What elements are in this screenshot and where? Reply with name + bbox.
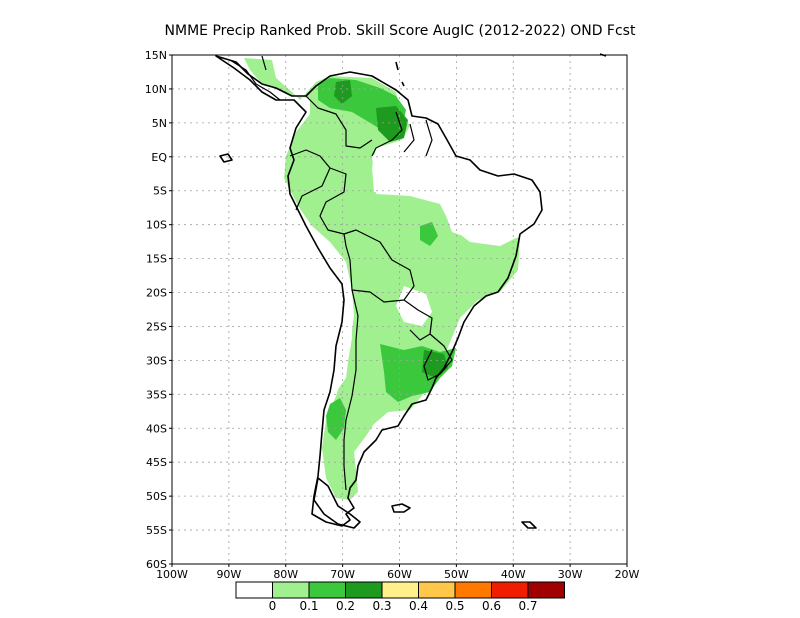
colorbar-label: 0.2 <box>336 599 355 613</box>
grid-lines <box>172 55 627 564</box>
colorbar-swatch <box>272 581 310 599</box>
latitude-tick-label: 10S <box>146 219 167 232</box>
longitude-tick-label: 70W <box>330 568 355 581</box>
longitude-tick-label: 60W <box>387 568 412 581</box>
colorbar-label: 0.1 <box>299 599 318 613</box>
colorbar-swatch <box>345 581 383 599</box>
latitude-tick-label: EQ <box>151 151 167 164</box>
peru-brazil-border <box>319 167 347 235</box>
latitude-tick-label: 10N <box>145 83 167 96</box>
colorbar-swatch <box>527 581 565 599</box>
colorbar-label: 0.3 <box>372 599 391 613</box>
plot-area <box>171 53 628 565</box>
colorbar-swatch <box>235 581 273 599</box>
venezuela-guyana-border <box>371 111 403 157</box>
latitude-tick-label: 60S <box>146 558 167 571</box>
latitude-tick-label: 25S <box>146 320 167 333</box>
paraguay-border <box>403 299 433 341</box>
longitude-tick-label: 100W <box>156 568 188 581</box>
latitude-tick-label: 35S <box>146 388 167 401</box>
latitude-tick-label: 20S <box>146 287 167 300</box>
colorbar-label: 0.6 <box>482 599 501 613</box>
longitude-tick-label: 20W <box>615 568 640 581</box>
country-borders <box>229 55 453 491</box>
caribbean-islands <box>395 53 607 87</box>
latitude-tick-label: 15N <box>145 49 167 62</box>
colorbar: 0 0.1 0.2 0.3 0.4 0.5 0.6 0.7 <box>235 581 565 613</box>
latitude-tick-label: 45S <box>146 456 167 469</box>
colorbar-label: 0.7 <box>518 599 537 613</box>
falkland-islands <box>391 503 411 513</box>
south-america-coastline <box>215 55 543 527</box>
colorbar-swatch <box>491 581 529 599</box>
skill-region-light-green <box>244 58 520 500</box>
longitude-tick-label: 90W <box>216 568 241 581</box>
no-skill-region-paraguay <box>396 286 432 326</box>
skill-region-dark-green-guiana <box>376 106 408 142</box>
colorbar-label: 0.5 <box>445 599 464 613</box>
latitude-tick-label: 40S <box>146 422 167 435</box>
colorbar-swatch <box>454 581 492 599</box>
longitude-axis-labels: 100W 90W 80W 70W 60W 50W 40W 30W 20W <box>156 564 640 581</box>
skill-shading-layer <box>244 58 540 500</box>
latitude-tick-label: 30S <box>146 354 167 367</box>
longitude-tick-label: 50W <box>444 568 469 581</box>
colorbar-swatch <box>418 581 456 599</box>
tierra-del-fuego <box>313 477 361 529</box>
latitude-axis-labels: 15N 10N 5N EQ 5S 10S 15S 20S 25S 30S 35S 40S 45S 50S 5… <box>145 49 172 571</box>
latitude-tick-label: 5N <box>152 117 167 130</box>
galapagos-islands <box>219 153 233 163</box>
colorbar-swatch <box>381 581 419 599</box>
longitude-tick-label: 40W <box>501 568 526 581</box>
colorbar-swatch <box>308 581 346 599</box>
colorbar-label: 0.4 <box>409 599 428 613</box>
latitude-tick-label: 50S <box>146 490 167 503</box>
guianas-borders <box>403 119 433 157</box>
skill-region-mid-green-uruguay <box>380 344 456 402</box>
coastlines <box>215 53 607 529</box>
south-georgia <box>521 521 537 529</box>
central-america-outline <box>229 55 281 101</box>
colorbar-label: 0 <box>269 599 277 613</box>
uruguay-border <box>423 333 453 381</box>
latitude-tick-label: 5S <box>153 185 167 198</box>
skill-region-mid-green-brazil <box>420 222 438 246</box>
latitude-tick-label: 15S <box>146 253 167 266</box>
latitude-tick-label: 55S <box>146 524 167 537</box>
colombia-venezuela-border <box>305 95 373 149</box>
argentina-border <box>343 289 359 491</box>
longitude-tick-label: 30W <box>558 568 583 581</box>
longitude-tick-label: 80W <box>273 568 298 581</box>
skill-region-mid-green-chile-south <box>326 398 346 440</box>
map-title: NMME Precip Ranked Prob. Skill Score Aug… <box>165 23 636 39</box>
